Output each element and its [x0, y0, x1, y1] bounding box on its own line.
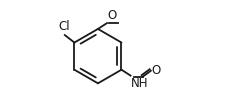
Text: Cl: Cl [58, 20, 70, 33]
Text: O: O [151, 64, 160, 77]
Text: O: O [107, 9, 116, 22]
Text: NH: NH [131, 77, 148, 90]
